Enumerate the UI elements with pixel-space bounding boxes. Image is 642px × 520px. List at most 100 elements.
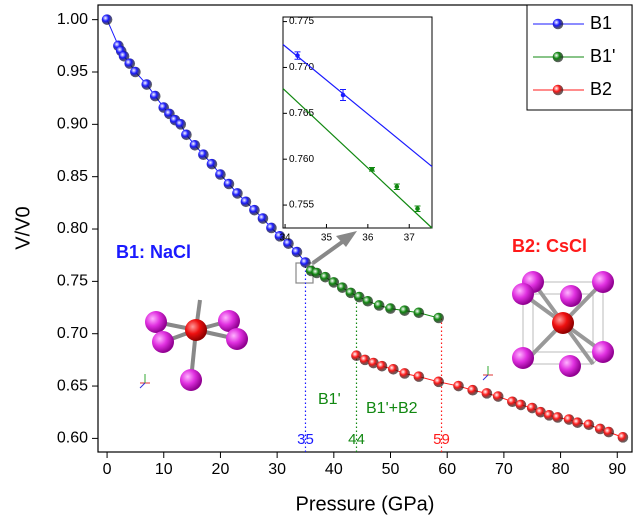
data-point bbox=[189, 139, 201, 151]
x-tick-label: 50 bbox=[382, 461, 400, 478]
y-tick-label: 1.00 bbox=[57, 11, 88, 28]
inset-point bbox=[369, 166, 375, 172]
cscl-structure bbox=[482, 271, 614, 381]
y-tick-label: 0.75 bbox=[57, 273, 88, 290]
x-tick-label: 30 bbox=[268, 461, 286, 478]
data-point bbox=[124, 58, 136, 69]
inset-y-tick-label: 0.775 bbox=[289, 16, 314, 27]
data-point bbox=[359, 354, 371, 366]
data-point bbox=[291, 246, 303, 258]
inset-point bbox=[415, 206, 420, 212]
inset-x-tick-label: 36 bbox=[362, 233, 374, 244]
data-point bbox=[535, 406, 547, 418]
x-tick-label: 40 bbox=[325, 461, 343, 478]
y-tick-label: 0.85 bbox=[57, 168, 88, 185]
data-point bbox=[362, 295, 374, 307]
data-point bbox=[345, 287, 357, 299]
legend-marker bbox=[552, 18, 564, 30]
y-axis-title: V/V0 bbox=[12, 206, 34, 249]
data-point bbox=[388, 363, 399, 375]
data-point bbox=[376, 360, 388, 372]
data-point bbox=[240, 196, 252, 208]
zoom-arrow bbox=[311, 238, 347, 265]
fit-line bbox=[282, 88, 433, 229]
inset-x-tick-label: 37 bbox=[404, 233, 416, 244]
annotation: B1'+B2 bbox=[366, 400, 418, 417]
data-point bbox=[526, 402, 538, 414]
data-point bbox=[453, 380, 464, 392]
data-point bbox=[337, 282, 348, 293]
inset-x-tick-label: 34 bbox=[280, 233, 292, 244]
data-point bbox=[385, 303, 396, 314]
y-tick-label: 0.95 bbox=[57, 63, 88, 80]
x-tick-label: 70 bbox=[495, 461, 513, 478]
legend-marker bbox=[552, 84, 564, 96]
data-point bbox=[507, 396, 518, 408]
x-tick-label: 60 bbox=[438, 461, 456, 478]
data-point bbox=[328, 277, 340, 288]
data-point bbox=[175, 119, 187, 130]
annotation: B1' bbox=[318, 391, 341, 408]
data-point bbox=[274, 231, 286, 242]
data-point bbox=[354, 291, 365, 303]
data-point bbox=[198, 149, 209, 160]
data-point bbox=[399, 368, 410, 379]
data-point bbox=[603, 426, 615, 438]
x-tick-label: 0 bbox=[103, 461, 112, 478]
x-axis-title: Pressure (GPa) bbox=[296, 493, 435, 515]
data-point bbox=[433, 376, 444, 388]
inset-y-tick-label: 0.770 bbox=[289, 62, 314, 73]
transition-label: 44 bbox=[348, 431, 365, 448]
data-point bbox=[300, 257, 311, 268]
data-point bbox=[283, 238, 294, 249]
data-point bbox=[368, 357, 379, 369]
legend-label: B2 bbox=[590, 79, 612, 99]
legend-label: B1' bbox=[590, 46, 615, 66]
data-point bbox=[101, 14, 113, 25]
data-point bbox=[141, 79, 153, 90]
inset-frame bbox=[282, 16, 433, 229]
zoom-arrowhead bbox=[336, 231, 357, 247]
inset-y-tick-label: 0.765 bbox=[289, 108, 314, 119]
data-point bbox=[481, 388, 493, 399]
data-point bbox=[206, 158, 218, 170]
legend-label: B1 bbox=[590, 13, 612, 33]
y-tick-label: 0.80 bbox=[57, 220, 88, 237]
plot-frame bbox=[97, 4, 633, 453]
inset-point bbox=[295, 53, 300, 58]
data-point bbox=[223, 178, 235, 190]
data-point bbox=[433, 312, 444, 324]
data-point bbox=[311, 267, 323, 279]
data-point bbox=[543, 410, 555, 421]
data-point bbox=[181, 129, 192, 141]
transition-label: 35 bbox=[297, 431, 314, 448]
data-point bbox=[515, 399, 527, 411]
legend-marker bbox=[552, 51, 564, 63]
data-point bbox=[492, 391, 504, 402]
data-point bbox=[583, 419, 595, 431]
data-point bbox=[572, 417, 583, 428]
data-point bbox=[399, 305, 410, 316]
x-tick-label: 80 bbox=[552, 461, 570, 478]
data-point bbox=[118, 50, 130, 62]
data-point bbox=[617, 432, 629, 443]
annotation: B1: NaCl bbox=[116, 242, 191, 262]
y-tick-label: 0.70 bbox=[57, 325, 88, 342]
data-point bbox=[373, 300, 385, 311]
inset-point bbox=[340, 92, 346, 98]
data-point bbox=[320, 271, 331, 283]
data-point bbox=[552, 412, 564, 423]
data-point bbox=[413, 371, 425, 382]
data-point bbox=[249, 204, 260, 216]
transition-label: 59 bbox=[433, 431, 450, 448]
inset-y-tick-label: 0.755 bbox=[289, 200, 314, 211]
data-point bbox=[467, 384, 479, 396]
inset-x-tick-label: 35 bbox=[321, 233, 333, 244]
data-point bbox=[130, 66, 141, 78]
data-point bbox=[266, 222, 277, 234]
data-point bbox=[232, 188, 243, 199]
data-point bbox=[351, 350, 362, 361]
x-tick-label: 90 bbox=[608, 461, 626, 478]
data-point bbox=[215, 169, 226, 180]
